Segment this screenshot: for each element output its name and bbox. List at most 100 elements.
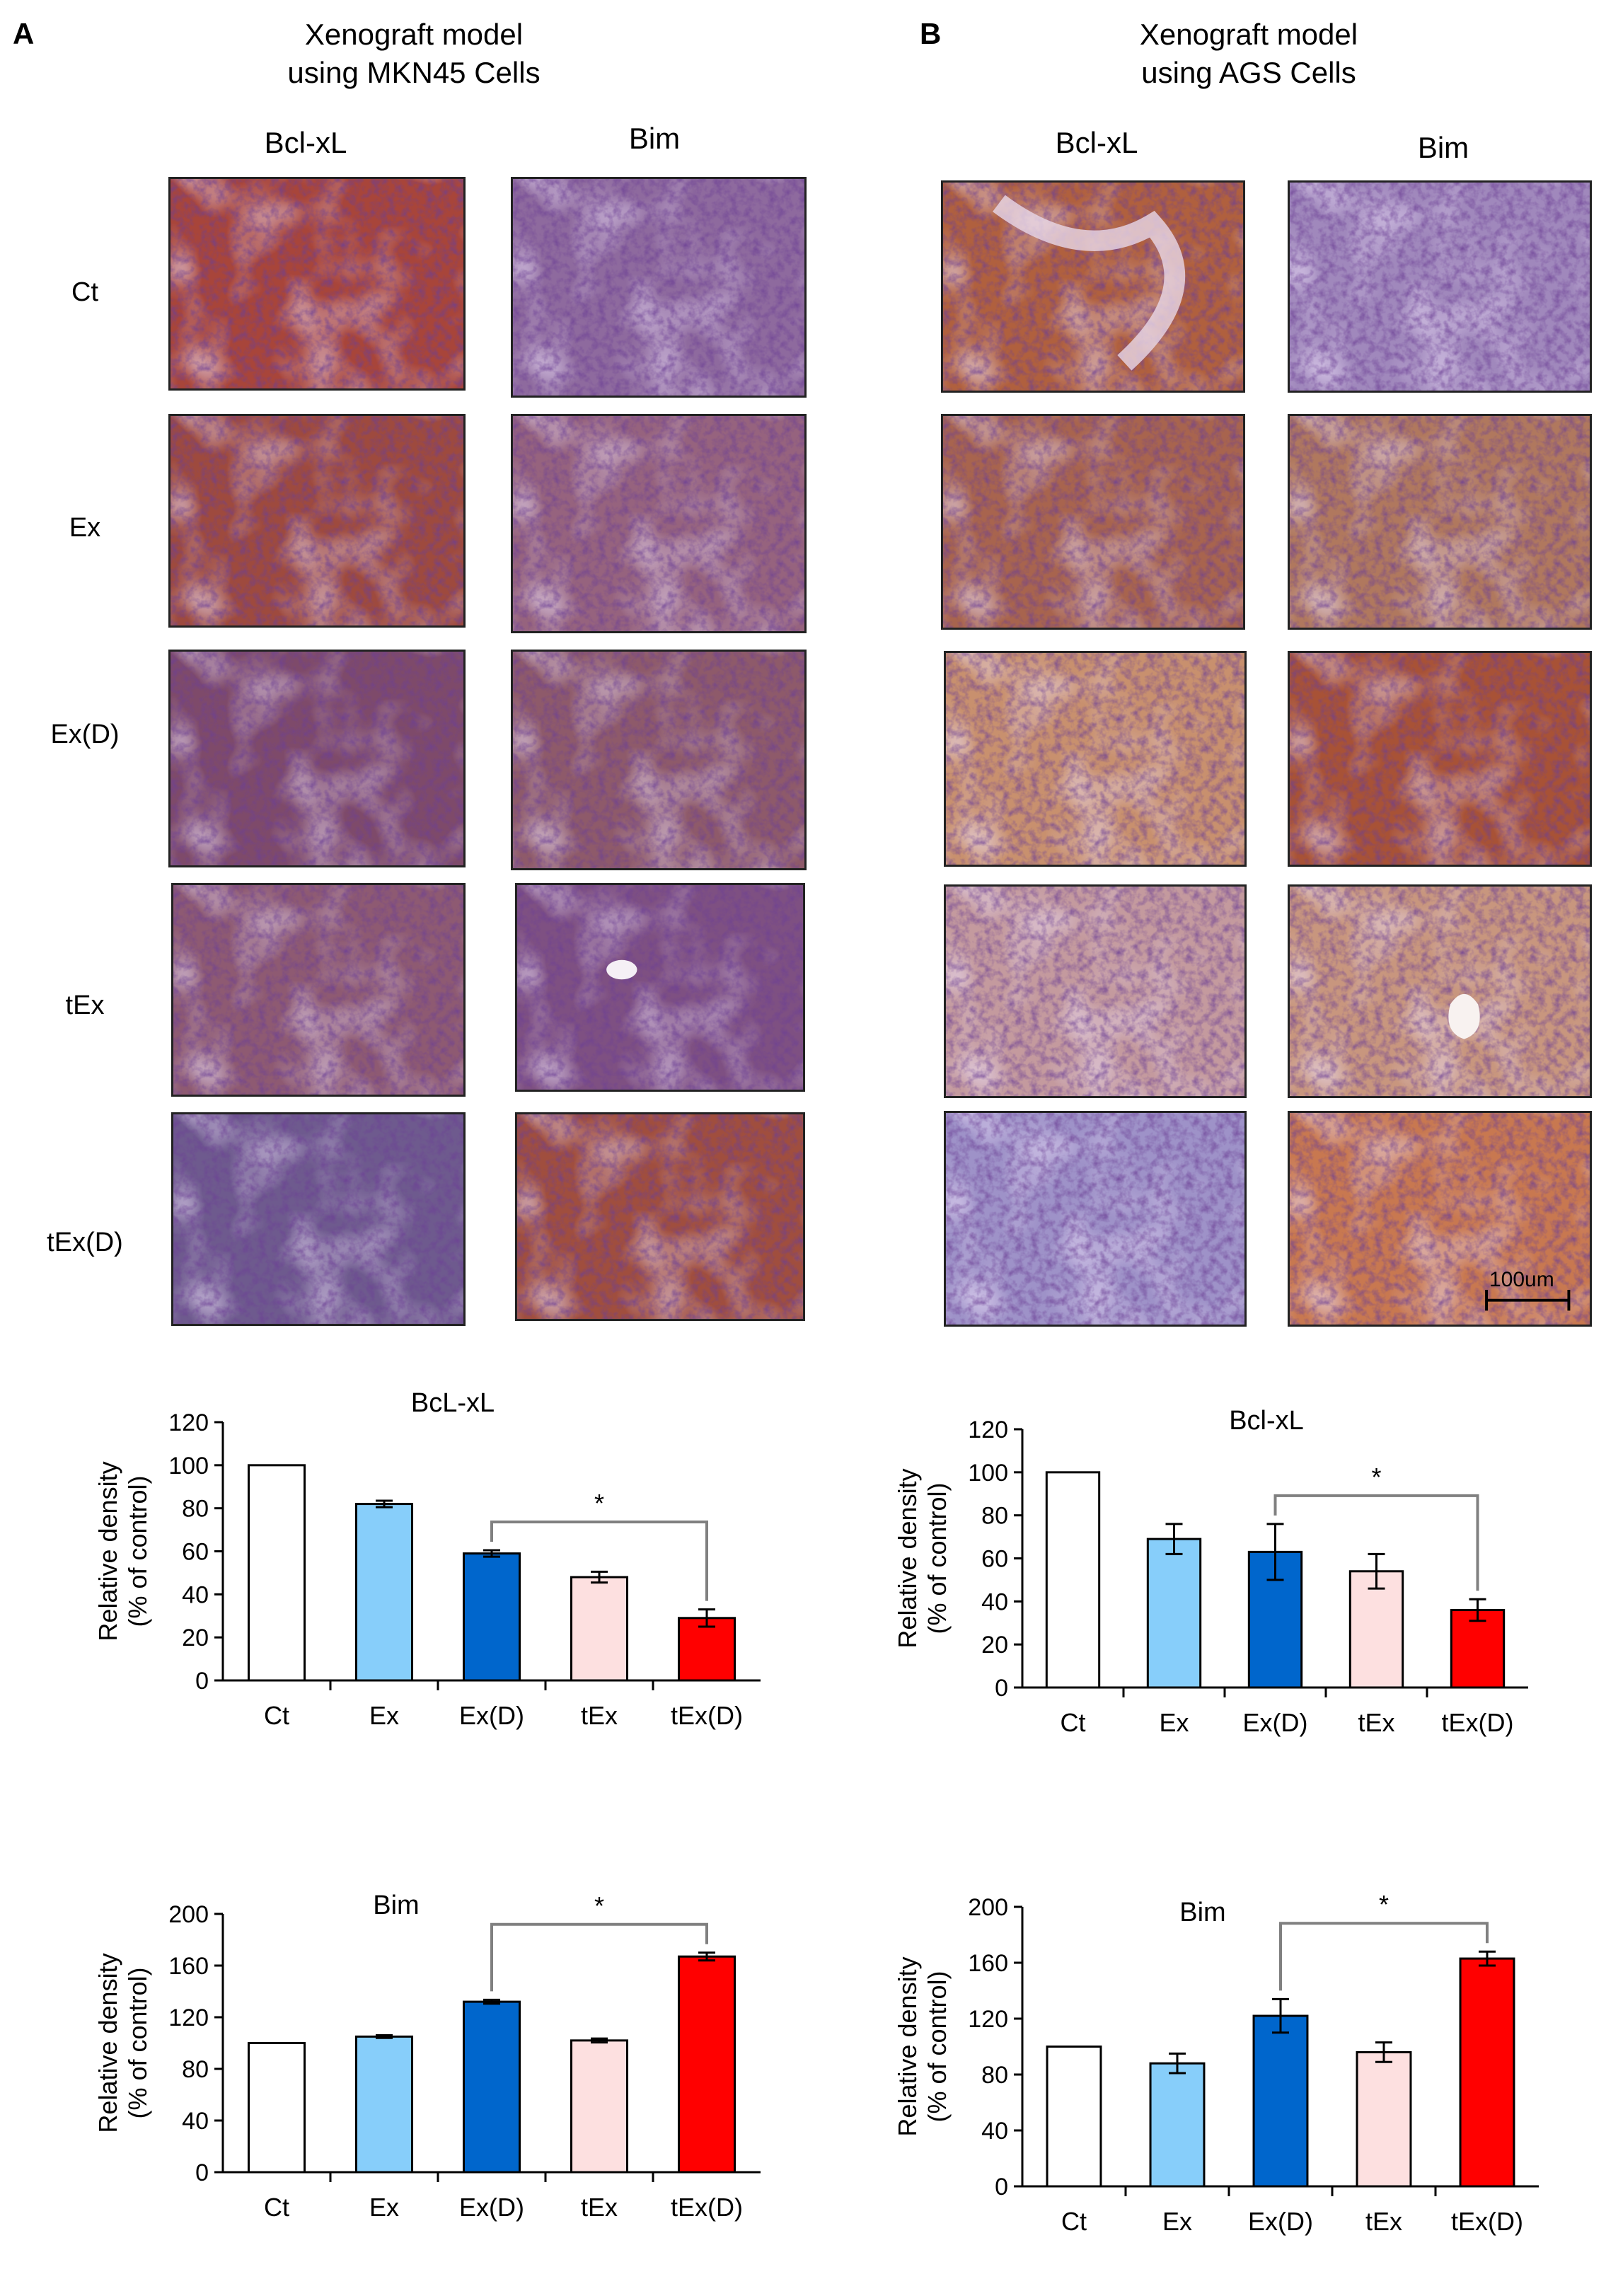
y-axis-label: Relative density(% of control)	[93, 1953, 152, 2133]
chart-a-bclxl: 0 20 40 60 80 100 120 Relative density(% of con…	[93, 1388, 761, 1730]
y-tick-label: 80	[182, 1496, 209, 1523]
y-tick-label: 100	[168, 1453, 209, 1479]
significance-bracket	[490, 1520, 708, 1601]
x-tick-label: tEx	[581, 2193, 618, 2222]
bar-ct	[1045, 1471, 1101, 1689]
x-tick-label: Ex(D)	[1243, 1708, 1308, 1737]
row-label-ct: Ct	[71, 277, 98, 307]
micrograph-b-bim-ex	[1288, 414, 1592, 630]
panel-b-col-bclxl: Bcl-xL	[1055, 126, 1138, 159]
significance-bracket	[490, 1922, 708, 1992]
y-tick-label: 0	[195, 1668, 209, 1695]
bar-texd	[1450, 1609, 1506, 1689]
x-tick-label: tEx(D)	[1442, 1708, 1514, 1737]
significance-bracket	[1279, 1922, 1489, 1991]
y-tick-label: 200	[968, 1894, 1008, 1921]
y-tick-label: 80	[182, 2056, 209, 2083]
y-tick-label: 80	[981, 1503, 1008, 1530]
micrograph-b-bclxl-tex	[944, 884, 1247, 1098]
bar-tex	[1348, 1570, 1404, 1689]
bar-ex	[354, 2035, 414, 2174]
x-tick-label: Ct	[264, 1701, 289, 1730]
bar-ct	[1046, 2046, 1102, 2188]
bar-exd	[1252, 2014, 1309, 2188]
micrograph-a-bim-texd	[515, 1112, 805, 1321]
chart-a-bim: 0 40 80 120 160 200 Relative density(% of cont…	[93, 1891, 761, 2222]
significance-marker: *	[594, 1489, 604, 1518]
bar-exd	[462, 2000, 521, 2174]
micrograph-a-bclxl-texd	[171, 1112, 466, 1326]
bar-tex	[1356, 2050, 1412, 2188]
panel-a-col-bim: Bim	[628, 122, 681, 155]
row-label-exd: Ex(D)	[50, 720, 120, 749]
x-tick-label: Ex	[1162, 2207, 1192, 2236]
micrograph-b-bclxl-ct	[941, 180, 1245, 393]
y-tick-label: 20	[182, 1625, 209, 1651]
x-tick-label: Ex	[369, 2193, 399, 2222]
panel-b-title: Xenograft model using AGS Cells	[1036, 16, 1461, 92]
bar-texd	[677, 1617, 736, 1682]
chart-title: Bcl-xL	[1229, 1406, 1304, 1436]
y-tick-label: 60	[182, 1539, 209, 1566]
x-tick-label: tEx	[581, 1701, 618, 1730]
row-label-tex: tEx	[65, 991, 105, 1020]
x-tick-label: Ex	[369, 1701, 399, 1730]
bar-ex	[354, 1503, 414, 1682]
micrograph-b-bclxl-exd	[944, 651, 1247, 867]
y-tick-label: 40	[182, 2108, 209, 2135]
micrograph-a-bclxl-tex	[171, 883, 466, 1097]
micrograph-a-bim-tex	[515, 883, 805, 1092]
x-tick-label: tEx(D)	[1451, 2207, 1523, 2236]
chart-b-bclxl: 0 20 40 60 80 100 120 Relative density(% of con…	[893, 1406, 1528, 1737]
x-tick-label: Ex(D)	[459, 1701, 524, 1730]
y-tick-label: 160	[168, 1953, 209, 1980]
y-tick-label: 120	[968, 1417, 1008, 1443]
significance-marker: *	[594, 1891, 604, 1920]
micrograph-b-bim-texd	[1288, 1111, 1592, 1327]
panel-a-title-line1: Xenograft model	[304, 18, 524, 51]
scale-bar-label: 100um	[1489, 1268, 1554, 1291]
panel-a-title: Xenograft model using MKN45 Cells	[202, 16, 626, 92]
y-tick-label: 120	[168, 2004, 209, 2031]
panel-b-title-line1: Xenograft model	[1139, 18, 1358, 51]
y-tick-label: 40	[981, 1588, 1008, 1615]
x-tick-label: Ex	[1159, 1708, 1189, 1737]
bar-ex	[1146, 1538, 1202, 1689]
micrograph-a-bim-ex	[511, 414, 807, 633]
x-tick-label: Ex(D)	[1248, 2207, 1313, 2236]
y-tick-label: 0	[195, 2159, 209, 2186]
y-axis-label: Relative density(% of control)	[93, 1461, 152, 1641]
chart-b-bim: 0 40 80 120 160 200 Relative density(% of cont…	[893, 1890, 1539, 2236]
y-tick-label: 40	[182, 1581, 209, 1608]
significance-bracket	[1273, 1494, 1479, 1591]
row-label-ex: Ex	[69, 513, 101, 543]
micrograph-b-bclxl-ex	[941, 414, 1245, 630]
x-tick-label: Ex(D)	[459, 2193, 524, 2222]
y-tick-label: 120	[968, 2006, 1008, 2033]
significance-marker: *	[1371, 1463, 1381, 1492]
x-tick-label: tEx	[1358, 1708, 1394, 1737]
bar-exd	[462, 1552, 521, 1682]
chart-title: Bim	[373, 1891, 419, 1920]
x-tick-label: tEx	[1365, 2207, 1402, 2236]
y-tick-label: 100	[968, 1460, 1008, 1487]
row-label-texd: tEx(D)	[47, 1228, 123, 1257]
micrograph-b-bim-tex	[1288, 884, 1592, 1098]
panel-a-title-line2: using MKN45 Cells	[287, 56, 541, 89]
panel-b-col-bim: Bim	[1417, 131, 1469, 164]
chart-title: Bim	[1179, 1898, 1225, 1927]
micrograph-b-bim-ct	[1288, 180, 1592, 393]
micrograph-a-bclxl-ct	[168, 177, 466, 391]
x-tick-label: tEx(D)	[671, 2193, 743, 2222]
x-tick-label: tEx(D)	[671, 1701, 743, 1730]
bar-tex	[570, 2039, 629, 2174]
y-tick-label: 80	[981, 2062, 1008, 2089]
panel-a-col-bclxl: Bcl-xL	[264, 126, 347, 159]
x-tick-label: Ct	[1061, 1708, 1086, 1737]
y-tick-label: 40	[981, 2118, 1008, 2145]
y-axis-label: Relative density(% of control)	[893, 1468, 952, 1648]
y-tick-label: 60	[981, 1546, 1008, 1573]
micrograph-b-bclxl-texd	[944, 1111, 1247, 1327]
micrograph-b-bim-exd	[1288, 651, 1592, 867]
bar-ex	[1149, 2062, 1206, 2188]
